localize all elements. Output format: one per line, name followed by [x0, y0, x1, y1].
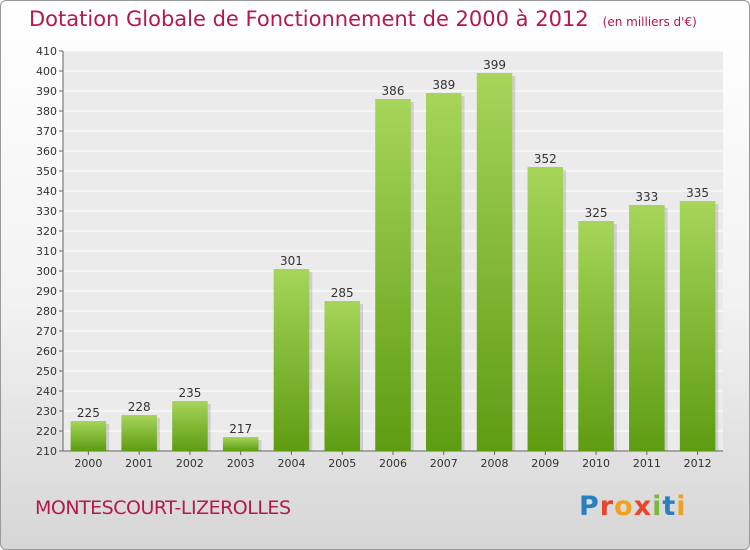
y-tick-label: 320: [36, 225, 57, 238]
bar-2009: [527, 167, 564, 451]
y-tick-label: 370: [36, 125, 57, 138]
bar-2012: [679, 201, 716, 451]
x-tick-label: 2007: [430, 457, 458, 470]
chart-subtitle: (en milliers d'€): [602, 15, 697, 29]
y-tick-label: 310: [36, 245, 57, 258]
x-tick-label: 2011: [633, 457, 661, 470]
bar-2001: [121, 415, 157, 451]
y-tick-label: 360: [36, 145, 57, 158]
bar-2000: [70, 421, 107, 451]
bars: [70, 73, 719, 451]
value-label: 386: [382, 84, 405, 98]
y-tick-label: 250: [36, 365, 57, 378]
value-label: 235: [178, 386, 201, 400]
x-tick-label: 2004: [277, 457, 305, 470]
x-tick-label: 2000: [74, 457, 102, 470]
y-tick-label: 410: [36, 45, 57, 58]
bar-2003: [222, 437, 259, 451]
value-label: 285: [331, 286, 354, 300]
y-tick-label: 280: [36, 305, 57, 318]
bar-2006: [375, 99, 411, 451]
x-tick-label: 2006: [379, 457, 407, 470]
x-tick-label: 2001: [125, 457, 153, 470]
value-label: 352: [534, 152, 557, 166]
x-tick-label: 2003: [227, 457, 255, 470]
value-label: 228: [128, 400, 151, 414]
value-label: 225: [77, 406, 100, 420]
y-tick-label: 340: [36, 185, 57, 198]
y-tick-label: 300: [36, 265, 57, 278]
x-tick-label: 2009: [531, 457, 559, 470]
proxiti-logo: Proxiti: [579, 491, 687, 522]
x-tick-label: 2008: [481, 457, 509, 470]
bar-2007: [426, 93, 462, 451]
y-tick-label: 380: [36, 105, 57, 118]
y-tick-label: 400: [36, 65, 57, 78]
y-tick-label: 330: [36, 205, 57, 218]
x-tick-label: 2005: [328, 457, 356, 470]
x-tick-label: 2010: [582, 457, 610, 470]
value-label: 301: [280, 254, 303, 268]
bar-2008: [476, 73, 513, 451]
bar-2005: [324, 301, 360, 451]
y-tick-label: 210: [36, 445, 57, 458]
value-label: 399: [483, 58, 506, 72]
value-label: 335: [686, 186, 709, 200]
commune-name: MONTESCOURT-LIZEROLLES: [35, 497, 291, 519]
x-tick-label: 2012: [684, 457, 712, 470]
title-text: Dotation Globale de Fonctionnement de 20…: [29, 7, 589, 31]
y-tick-label: 270: [36, 325, 57, 338]
y-tick-label: 260: [36, 345, 57, 358]
labels: 210 220 230 240 250 260 270 280 290 300 310 320 330 3…: [36, 45, 712, 470]
bar-2011: [629, 205, 665, 451]
bar-2010: [578, 221, 614, 451]
y-tick-label: 240: [36, 385, 57, 398]
y-tick-label: 290: [36, 285, 57, 298]
value-label: 333: [635, 190, 658, 204]
y-tick-label: 230: [36, 405, 57, 418]
bar-2002: [172, 401, 208, 451]
value-label: 217: [229, 422, 252, 436]
x-tick-label: 2002: [176, 457, 204, 470]
y-tick-label: 350: [36, 165, 57, 178]
chart-title: Dotation Globale de Fonctionnement de 20…: [29, 7, 697, 31]
value-label: 389: [432, 78, 455, 92]
y-tick-label: 390: [36, 85, 57, 98]
value-label: 325: [585, 206, 608, 220]
y-tick-label: 220: [36, 425, 57, 438]
bar-2004: [273, 269, 310, 451]
